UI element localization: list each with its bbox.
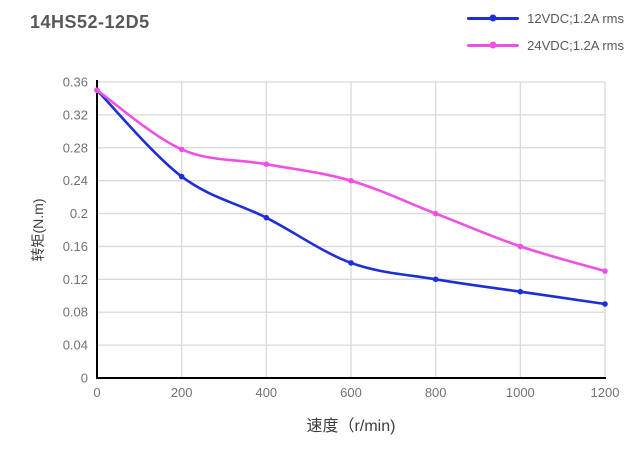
x-tick-label: 1000 (506, 385, 535, 400)
data-point-marker-12vdc (178, 173, 185, 180)
data-point-marker-12vdc (517, 288, 524, 295)
y-tick-label: 0.36 (63, 75, 88, 90)
y-tick-label: 0 (81, 371, 88, 386)
y-tick-label: 0.24 (63, 173, 88, 188)
legend-marker-dot (489, 41, 497, 49)
legend: 12VDC;1.2A rms 24VDC;1.2A rms (467, 9, 624, 63)
data-point-marker-12vdc (432, 276, 439, 283)
x-tick-label: 400 (255, 385, 277, 400)
data-point-marker-12vdc (602, 301, 608, 307)
y-tick-label: 0.32 (63, 107, 88, 122)
legend-line-swatch-24vdc (467, 41, 520, 49)
data-point-marker-24vdc (263, 161, 270, 167)
legend-item-12vdc: 12VDC;1.2A rms (467, 9, 624, 27)
y-tick-label: 0.08 (63, 305, 88, 320)
x-tick-label: 800 (425, 385, 447, 400)
y-tick-label: 0.04 (63, 338, 88, 353)
data-point-marker-24vdc (348, 177, 354, 184)
x-tick-label: 1200 (591, 385, 620, 400)
y-tick-label: 0.16 (63, 239, 88, 254)
legend-label-24vdc: 24VDC;1.2A rms (527, 37, 624, 53)
x-tick-label: 0 (93, 385, 100, 400)
legend-marker-dot (489, 14, 497, 22)
data-point-marker-24vdc (432, 210, 439, 217)
legend-label-12vdc: 12VDC;1.2A rms (527, 10, 624, 26)
y-axis-title: 转矩(N.m) (30, 198, 46, 262)
legend-line-swatch-12vdc (467, 14, 520, 22)
legend-item-24vdc: 24VDC;1.2A rms (467, 36, 624, 54)
data-point-marker-24vdc (94, 87, 100, 93)
y-tick-label: 0.2 (70, 206, 88, 221)
y-tick-label: 0.12 (63, 272, 88, 287)
data-point-marker-24vdc (517, 243, 524, 250)
x-tick-label: 600 (340, 385, 362, 400)
x-tick-label: 200 (171, 385, 193, 400)
chart-title: 14HS52-12D5 (30, 12, 150, 32)
data-point-marker-24vdc (602, 268, 608, 274)
x-axis-title: 速度（r/min) (306, 418, 396, 435)
data-point-marker-12vdc (348, 260, 354, 266)
data-point-marker-24vdc (178, 146, 185, 153)
data-point-marker-12vdc (263, 214, 270, 221)
y-tick-label: 0.28 (63, 140, 88, 155)
